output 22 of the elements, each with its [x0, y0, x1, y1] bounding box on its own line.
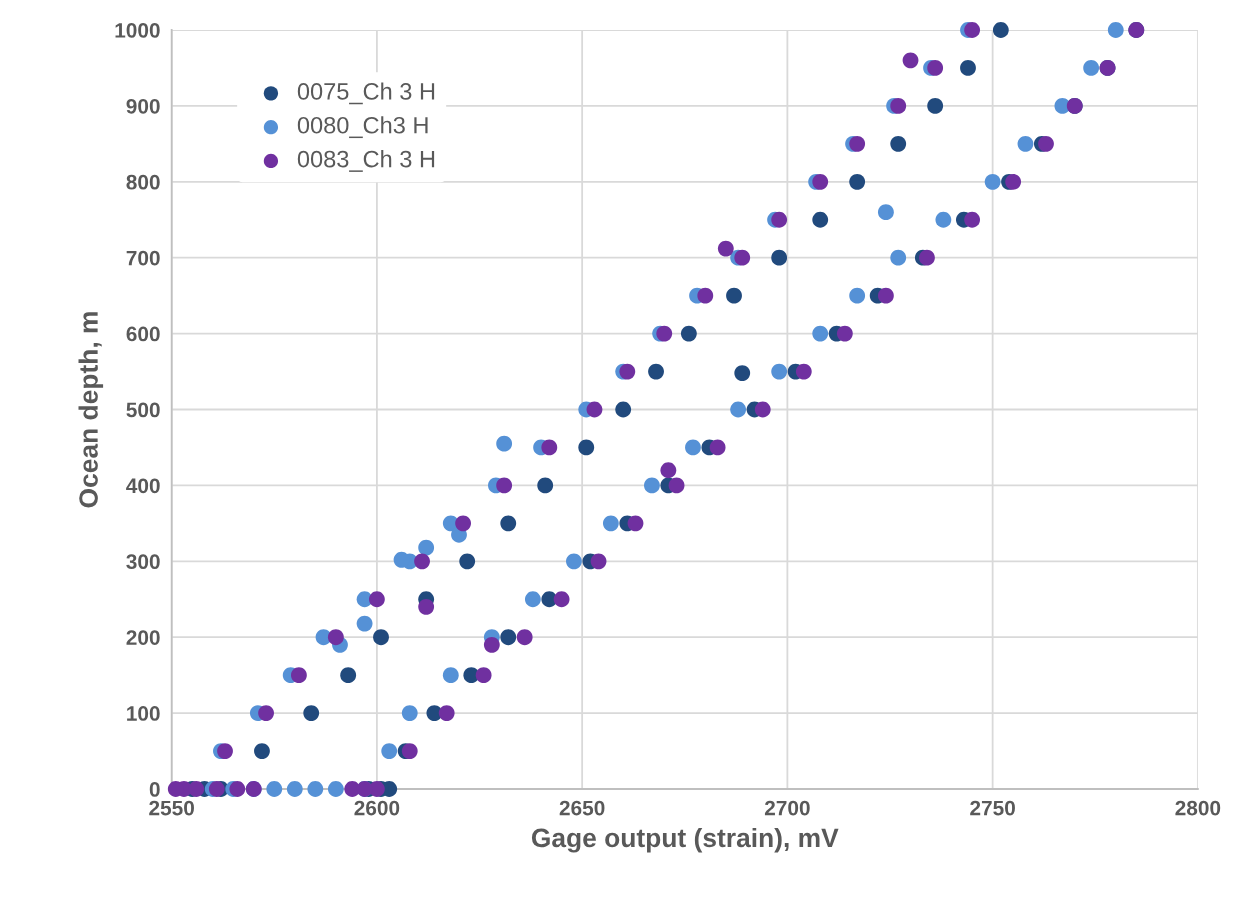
x-tick-label: 2700 [764, 800, 810, 816]
x-tick-label: 2800 [1175, 800, 1221, 816]
y-tick-label: 300 [126, 554, 160, 570]
x-tick-label: 2600 [354, 800, 400, 816]
y-tick-label: 100 [127, 706, 160, 721]
y-tick-label: 0 [149, 782, 160, 797]
x-tick-label: 2750 [970, 800, 1015, 816]
y-tick-label: 700 [126, 250, 160, 266]
y-axis-title: Ocean depth, m [78, 312, 104, 508]
y-tick-label: 800 [126, 174, 160, 190]
legend-label: 0080_Ch3 H [297, 116, 428, 139]
x-tick-label: 2550 [149, 800, 194, 816]
y-tick-label: 200 [126, 630, 160, 645]
y-tick-label: 600 [126, 326, 160, 342]
legend-label: 0083_Ch 3 H [297, 150, 435, 172]
y-tick-label: 500 [126, 402, 160, 418]
y-tick-label: 900 [126, 98, 160, 114]
legend-label: 0075_Ch 3 H [297, 82, 435, 105]
x-tick-label: 2650 [559, 800, 605, 816]
x-axis-title: Gage output (strain), mV [531, 827, 839, 853]
y-tick-label: 400 [126, 478, 160, 494]
y-tick-label: 1000 [115, 23, 160, 38]
